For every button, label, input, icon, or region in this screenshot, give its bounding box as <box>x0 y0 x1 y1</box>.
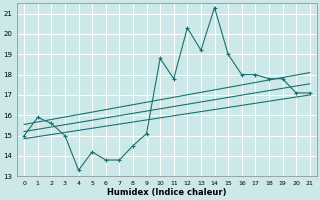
X-axis label: Humidex (Indice chaleur): Humidex (Indice chaleur) <box>107 188 227 197</box>
